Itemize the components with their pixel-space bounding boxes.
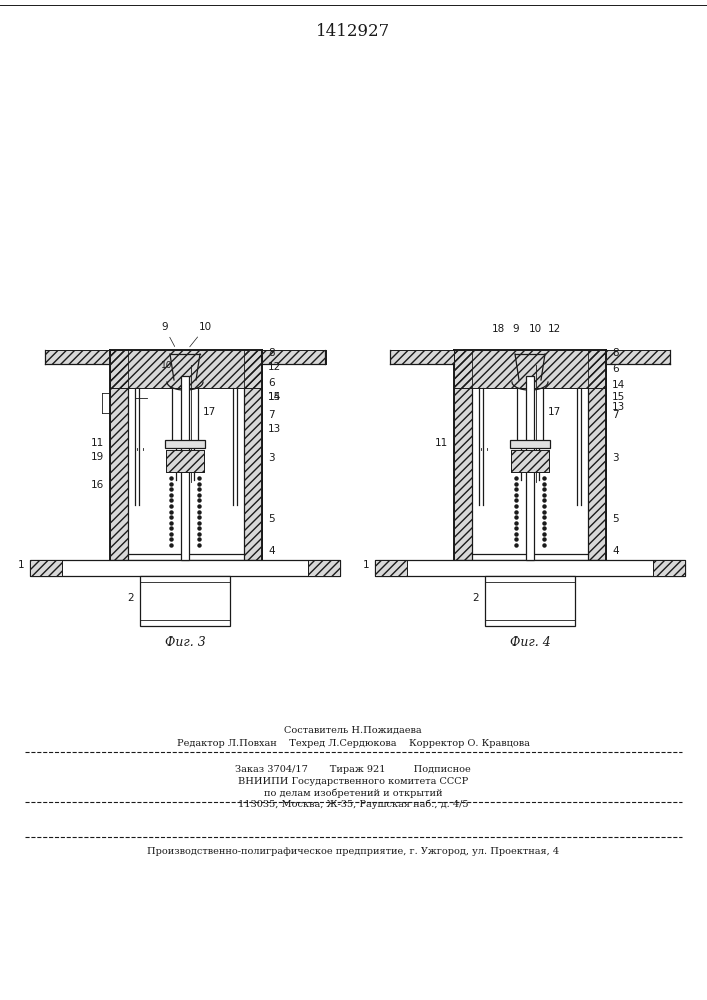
Text: 15: 15: [268, 392, 281, 402]
Text: 17: 17: [548, 407, 561, 417]
Bar: [166, 450, 204, 472]
Bar: [510, 440, 550, 448]
Text: 10: 10: [161, 361, 173, 370]
Bar: [244, 350, 262, 560]
Text: 14: 14: [268, 392, 281, 402]
Bar: [165, 440, 205, 448]
Text: 113035, Москва, Ж-35, Раушская наб., д. 4/5: 113035, Москва, Ж-35, Раушская наб., д. …: [238, 799, 468, 809]
Bar: [181, 376, 189, 560]
Text: 18: 18: [491, 324, 505, 334]
Bar: [375, 560, 685, 576]
Bar: [588, 350, 606, 560]
Text: 12: 12: [547, 324, 561, 334]
Bar: [110, 350, 128, 560]
Text: 5: 5: [612, 514, 619, 524]
Text: 11: 11: [90, 438, 104, 448]
Text: 3: 3: [612, 453, 619, 463]
Text: Фиг. 3: Фиг. 3: [165, 636, 205, 648]
Text: 1: 1: [18, 560, 24, 570]
Text: 13: 13: [612, 402, 625, 412]
Text: Редактор Л.Повхан    Техред Л.Сердюкова    Корректор О. Кравцова: Редактор Л.Повхан Техред Л.Сердюкова Кор…: [177, 738, 530, 748]
Text: Заказ 3704/17       Тираж 921         Подписное: Заказ 3704/17 Тираж 921 Подписное: [235, 766, 471, 774]
Bar: [485, 576, 575, 626]
Text: Производственно-полиграфическое предприятие, г. Ужгород, ул. Проектная, 4: Производственно-полиграфическое предприя…: [147, 848, 559, 856]
Bar: [30, 560, 62, 576]
Text: 16: 16: [90, 480, 104, 490]
Text: Фиг. 4: Фиг. 4: [510, 636, 550, 648]
Bar: [375, 560, 407, 576]
Text: 8: 8: [612, 348, 619, 358]
Bar: [454, 350, 472, 560]
Text: ВНИИПИ Государственного комитета СССР: ВНИИПИ Государственного комитета СССР: [238, 778, 468, 786]
Bar: [45, 350, 109, 364]
Bar: [454, 350, 472, 560]
Bar: [262, 350, 326, 364]
Text: 7: 7: [268, 410, 274, 420]
Bar: [110, 350, 128, 560]
Text: 6: 6: [612, 364, 619, 374]
Bar: [30, 560, 340, 576]
Bar: [526, 376, 534, 560]
Bar: [390, 350, 454, 364]
Bar: [110, 350, 262, 388]
Bar: [653, 560, 685, 576]
Bar: [262, 350, 326, 364]
Bar: [308, 560, 340, 576]
Bar: [45, 350, 109, 364]
Text: 14: 14: [612, 380, 625, 390]
Text: 10: 10: [189, 322, 212, 347]
Bar: [511, 450, 549, 472]
Text: 3: 3: [268, 453, 274, 463]
Text: 2: 2: [472, 593, 479, 603]
Bar: [140, 576, 230, 626]
Bar: [606, 350, 670, 364]
Text: 10: 10: [528, 324, 542, 334]
Bar: [390, 350, 454, 364]
Text: 13: 13: [268, 424, 281, 434]
Bar: [375, 560, 407, 576]
Text: 2: 2: [127, 593, 134, 603]
Text: 4: 4: [612, 546, 619, 556]
Text: 12: 12: [268, 362, 281, 372]
Text: 1: 1: [363, 560, 369, 570]
Text: 8: 8: [268, 348, 274, 358]
Text: по делам изобретений и открытий: по делам изобретений и открытий: [264, 788, 443, 798]
Bar: [454, 350, 606, 388]
Text: 5: 5: [268, 514, 274, 524]
Text: 19: 19: [90, 452, 104, 462]
Text: 4: 4: [268, 546, 274, 556]
Text: 6: 6: [268, 378, 274, 388]
Text: 17: 17: [203, 407, 216, 417]
Bar: [454, 350, 606, 388]
Text: 15: 15: [612, 392, 625, 402]
Text: 9: 9: [513, 324, 520, 334]
Bar: [653, 560, 685, 576]
Text: Составитель Н.Пожидаева: Составитель Н.Пожидаева: [284, 726, 422, 734]
Text: 7: 7: [612, 410, 619, 420]
Bar: [244, 350, 262, 560]
Bar: [308, 560, 340, 576]
Bar: [511, 450, 549, 472]
Bar: [166, 450, 204, 472]
Text: 11: 11: [435, 438, 448, 448]
Text: 1412927: 1412927: [316, 23, 390, 40]
Bar: [588, 350, 606, 560]
Bar: [110, 350, 262, 388]
Bar: [606, 350, 670, 364]
Text: 9: 9: [161, 322, 175, 347]
Bar: [30, 560, 62, 576]
